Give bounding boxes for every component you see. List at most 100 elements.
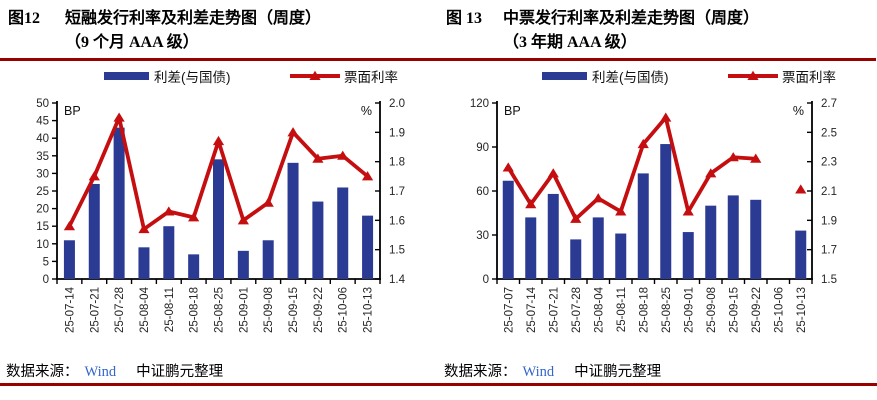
left-tick-label: 5 xyxy=(43,256,49,268)
left-tick-label: 30 xyxy=(36,168,49,180)
figure-subtitle: （9 个月 AAA 级） xyxy=(65,34,199,51)
figure-number: 图 13 xyxy=(446,10,483,27)
x-category-label: 25-09-15 xyxy=(288,287,300,333)
coupon-rate-marker xyxy=(262,197,274,207)
x-category-label: 25-07-14 xyxy=(64,286,76,333)
spread-bar xyxy=(88,183,100,279)
x-category-label: 25-08-04 xyxy=(139,286,151,333)
legend-bar-label: 利差(与国债) xyxy=(154,70,231,85)
coupon-rate-marker xyxy=(138,223,150,234)
figure-title: 中票发行利率及利差走势图（周度） xyxy=(503,10,760,27)
spread-bar xyxy=(705,205,717,279)
x-category-label: 25-08-25 xyxy=(214,287,226,333)
right-tick-label: 1.5 xyxy=(821,274,837,286)
coupon-rate-marker xyxy=(212,135,225,146)
figure-13-caption: 图 13 中票发行利率及利差走势图（周度） （3 年期 AAA 级） xyxy=(438,0,876,55)
legend-line-marker xyxy=(747,70,759,80)
right-tick-label: 2.5 xyxy=(821,127,837,139)
legend-line-marker xyxy=(309,70,321,80)
x-category-label: 25-08-04 xyxy=(593,286,605,333)
x-category-label: 25-09-15 xyxy=(728,287,740,333)
source-label: 数据来源： xyxy=(6,364,79,380)
spread-bar xyxy=(727,195,739,279)
figure-title: 短融发行利率及利差走势图（周度） xyxy=(65,10,322,27)
right-tick-label: 2.7 xyxy=(821,98,837,110)
coupon-rate-marker xyxy=(502,162,514,172)
wind-source-link[interactable]: Wind xyxy=(522,364,555,380)
spread-bar xyxy=(138,247,150,279)
wind-source-link[interactable]: Wind xyxy=(84,364,117,380)
legend-bar-label: 利差(与国债) xyxy=(592,70,669,85)
spread-bar xyxy=(795,230,807,279)
x-category-label: 25-09-01 xyxy=(683,287,695,333)
figure-13-source: 数据来源： Wind 中证鹏元整理 xyxy=(438,361,876,383)
x-category-label: 25-10-06 xyxy=(773,287,785,333)
left-axis-unit-label: BP xyxy=(504,104,521,118)
spread-bar xyxy=(750,199,762,279)
bottom-divider-rule xyxy=(0,383,877,386)
title-divider-rule xyxy=(438,58,876,61)
coupon-rate-marker xyxy=(88,171,100,181)
x-category-label: 25-08-11 xyxy=(164,287,176,332)
coupon-rate-marker xyxy=(592,193,604,203)
source-org: 中证鹏元整理 xyxy=(574,364,662,380)
right-tick-label: 1.9 xyxy=(389,127,405,139)
spread-bar xyxy=(312,201,324,279)
source-org: 中证鹏元整理 xyxy=(136,364,224,380)
coupon-rate-marker xyxy=(727,152,739,162)
right-tick-label: 2.3 xyxy=(821,157,837,169)
x-category-label: 25-07-14 xyxy=(526,286,538,333)
spread-bar xyxy=(637,173,649,279)
figure-subtitle: （3 年期 AAA 级） xyxy=(503,34,637,51)
right-axis-unit-label: % xyxy=(361,104,372,118)
coupon-rate-marker xyxy=(615,206,627,216)
x-category-label: 25-09-01 xyxy=(238,287,250,333)
spread-bar xyxy=(502,180,514,279)
coupon-rate-marker xyxy=(750,153,762,163)
left-tick-label: 30 xyxy=(476,230,489,242)
left-tick-label: 60 xyxy=(476,186,489,198)
legend-bar-swatch xyxy=(542,72,587,80)
figure-12-caption: 图12 短融发行利率及利差走势图（周度） （9 个月 AAA 级） xyxy=(0,0,438,55)
x-category-label: 25-08-25 xyxy=(661,287,673,333)
x-category-label: 25-08-18 xyxy=(189,287,201,333)
coupon-rate-marker xyxy=(795,184,807,194)
right-tick-label: 1.8 xyxy=(389,157,405,169)
right-tick-label: 2.0 xyxy=(389,98,405,110)
coupon-rate-marker xyxy=(660,112,672,122)
fig12-chart: 利差(与国债) 票面利率 0 5 10 15 20 25 30 35 40 45 50 1.4 1.5 1.6… xyxy=(36,69,405,333)
x-category-label: 25-08-11 xyxy=(616,287,628,332)
right-tick-label: 1.5 xyxy=(389,245,405,257)
x-category-label: 25-07-28 xyxy=(571,287,583,333)
left-tick-label: 10 xyxy=(36,239,49,251)
x-category-label: 25-08-18 xyxy=(638,287,650,333)
coupon-rate-marker xyxy=(637,138,649,149)
left-tick-label: 45 xyxy=(36,116,49,128)
coupon-rate-marker xyxy=(705,168,717,178)
coupon-rate-marker xyxy=(337,150,349,160)
fig13-chart: 利差(与国债) 票面利率 0 30 60 90 120 1.5 1.7 1.9 2.1 2.3 2.5 2… xyxy=(470,69,837,333)
coupon-rate-marker xyxy=(188,212,200,222)
coupon-rate-marker xyxy=(287,127,299,137)
spread-bar xyxy=(113,127,125,279)
x-category-label: 25-10-13 xyxy=(796,287,808,333)
left-tick-label: 15 xyxy=(36,221,49,233)
x-category-label: 25-09-22 xyxy=(751,287,763,333)
spread-bar xyxy=(63,240,75,279)
figure-12-panel: 图12 短融发行利率及利差走势图（周度） （9 个月 AAA 级） 利差(与国债)… xyxy=(0,0,438,383)
spread-bar xyxy=(362,215,374,279)
x-category-label: 25-09-22 xyxy=(313,287,325,333)
spread-bar xyxy=(660,144,672,279)
right-tick-label: 1.7 xyxy=(389,186,405,198)
right-tick-label: 1.9 xyxy=(821,215,837,227)
legend-line-label: 票面利率 xyxy=(344,69,398,85)
coupon-rate-marker xyxy=(570,213,582,223)
spread-bar xyxy=(592,217,604,279)
coupon-rate-marker xyxy=(237,215,249,225)
legend-bar-swatch xyxy=(104,72,149,80)
x-category-label: 25-10-13 xyxy=(363,287,375,333)
coupon-rate-marker xyxy=(547,168,559,178)
coupon-rate-marker xyxy=(63,221,76,231)
spread-bar xyxy=(525,217,537,279)
